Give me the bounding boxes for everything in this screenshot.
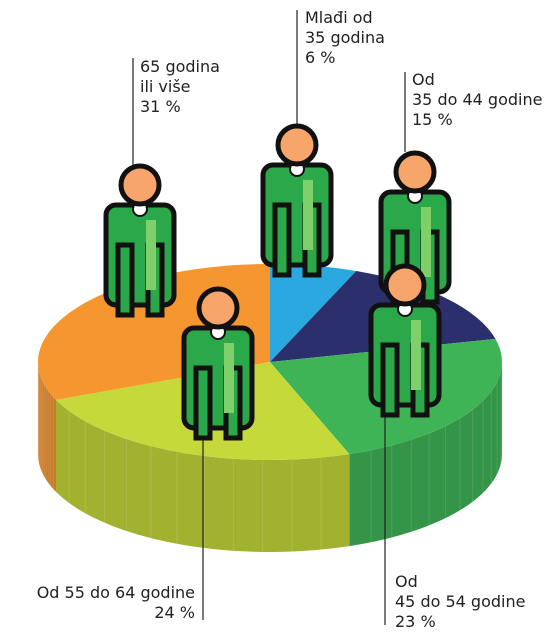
slice-label: Od 35 do 44 godine 15 % xyxy=(412,70,542,130)
value-label: 23 % xyxy=(395,612,436,631)
slice-label: 65 godina ili više 31 % xyxy=(140,57,220,117)
category-name: Mlađi od 35 godina xyxy=(305,8,385,47)
slice-side xyxy=(38,362,57,492)
slice-side xyxy=(349,362,502,547)
person-icon xyxy=(263,126,331,275)
category-name: Od 35 do 44 godine xyxy=(412,70,543,109)
slice xyxy=(270,264,357,362)
value-label: 24 % xyxy=(154,603,195,622)
slice-label: Mlađi od 35 godina 6 % xyxy=(305,8,385,68)
category-name: Od 55 do 64 godine xyxy=(36,583,195,602)
category-name: 65 godina ili više xyxy=(140,57,220,96)
value-label: 15 % xyxy=(412,110,453,129)
slice-label: Od 45 do 54 godine 23 % xyxy=(395,572,525,632)
value-label: 31 % xyxy=(140,97,181,116)
person-icon xyxy=(106,166,174,315)
value-label: 6 % xyxy=(305,48,336,67)
figures xyxy=(106,10,449,625)
category-name: Od 45 do 54 godine xyxy=(395,572,526,611)
slice-label: Od 55 do 64 godine 24 % xyxy=(37,583,195,623)
